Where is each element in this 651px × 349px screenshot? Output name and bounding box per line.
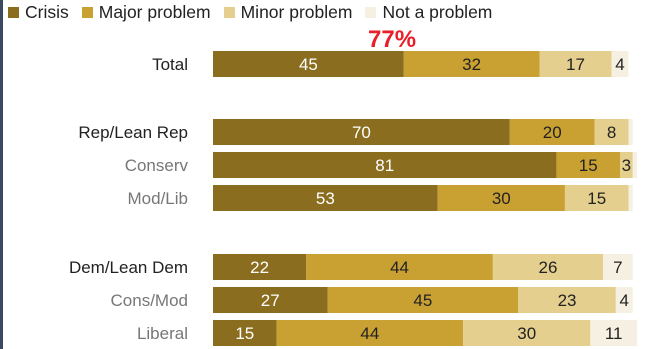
- legend-swatch-major: [81, 7, 93, 18]
- bar-dem-lean-dem-crisis: [213, 254, 307, 280]
- legend-item-major: Major problem: [81, 2, 211, 23]
- legend-label-not: Not a problem: [382, 2, 493, 22]
- bar-mod-lib-not-a-problem: [628, 185, 633, 211]
- row-label-dem-lean-dem: Dem/Lean Dem: [69, 258, 188, 277]
- highlight-annotation: 77%: [368, 26, 417, 53]
- bar-conserv-minor-problem: [620, 152, 633, 178]
- legend-swatch-minor: [223, 7, 235, 18]
- row-label-conserv: Conserv: [125, 156, 189, 175]
- bar-liberal-not-a-problem: [590, 320, 637, 346]
- value-label-conserv-major-problem: 15: [579, 156, 598, 175]
- bar-cons-mod-major-problem: [327, 287, 519, 313]
- legend-swatch-not: [365, 7, 377, 18]
- value-label-mod-lib-minor-problem: 15: [587, 189, 606, 208]
- bar-rep-lean-rep-crisis: [213, 119, 510, 145]
- bar-rep-lean-rep-minor-problem: [594, 119, 629, 145]
- value-label-mod-lib-major-problem: 30: [492, 189, 511, 208]
- legend: Crisis Major problem Minor problem Not a…: [8, 2, 505, 23]
- value-label-total-not-a-problem: 4: [615, 55, 624, 74]
- value-label-conserv-minor-problem: 3: [622, 156, 631, 175]
- value-label-rep-lean-rep-major-problem: 20: [543, 123, 562, 142]
- bar-cons-mod-not-a-problem: [615, 287, 633, 313]
- value-label-cons-mod-major-problem: 45: [413, 291, 432, 310]
- bar-dem-lean-dem-major-problem: [306, 254, 493, 280]
- value-label-cons-mod-crisis: 27: [261, 291, 280, 310]
- value-label-liberal-crisis: 15: [235, 324, 254, 343]
- value-label-dem-lean-dem-major-problem: 44: [390, 258, 409, 277]
- value-label-total-crisis: 45: [299, 55, 318, 74]
- legend-item-crisis: Crisis: [8, 2, 69, 23]
- value-label-cons-mod-minor-problem: 23: [558, 291, 577, 310]
- row-label-total: Total: [152, 55, 188, 74]
- bar-total-major-problem: [403, 51, 540, 77]
- value-label-rep-lean-rep-crisis: 70: [352, 123, 371, 142]
- value-label-dem-lean-dem-crisis: 22: [250, 258, 269, 277]
- bar-total-crisis: [213, 51, 404, 77]
- bar-cons-mod-minor-problem: [518, 287, 616, 313]
- value-label-mod-lib-crisis: 53: [316, 189, 335, 208]
- value-label-dem-lean-dem-not-a-problem: 7: [613, 258, 622, 277]
- bar-rep-lean-rep-not-a-problem: [628, 119, 633, 145]
- row-label-liberal: Liberal: [137, 324, 188, 343]
- value-label-liberal-not-a-problem: 11: [605, 324, 623, 343]
- value-label-rep-lean-rep-minor-problem: 8: [607, 123, 616, 142]
- value-label-cons-mod-not-a-problem: 4: [620, 291, 629, 310]
- frame-left-border: [0, 0, 3, 349]
- legend-swatch-crisis: [8, 7, 19, 18]
- bar-conserv-major-problem: [556, 152, 621, 178]
- row-label-cons-mod: Cons/Mod: [111, 291, 188, 310]
- value-label-liberal-major-problem: 44: [360, 324, 379, 343]
- value-label-conserv-crisis: 81: [375, 156, 394, 175]
- bar-mod-lib-minor-problem: [564, 185, 629, 211]
- bar-liberal-major-problem: [276, 320, 464, 346]
- bar-liberal-minor-problem: [463, 320, 591, 346]
- legend-item-minor: Minor problem: [223, 2, 353, 23]
- bar-conserv-not-a-problem: [632, 152, 637, 178]
- bar-total-minor-problem: [539, 51, 612, 77]
- value-label-dem-lean-dem-minor-problem: 26: [538, 258, 557, 277]
- bar-dem-lean-dem-minor-problem: [492, 254, 604, 280]
- bar-dem-lean-dem-not-a-problem: [603, 254, 633, 280]
- row-label-mod-lib: Mod/Lib: [128, 189, 188, 208]
- bar-mod-lib-crisis: [213, 185, 438, 211]
- legend-label-minor: Minor problem: [240, 2, 353, 22]
- row-label-rep-lean-rep: Rep/Lean Rep: [78, 123, 188, 142]
- bar-rep-lean-rep-major-problem: [509, 119, 595, 145]
- bar-cons-mod-crisis: [213, 287, 328, 313]
- value-label-total-major-problem: 32: [462, 55, 481, 74]
- legend-item-not: Not a problem: [365, 2, 492, 23]
- value-label-liberal-minor-problem: 30: [517, 324, 536, 343]
- legend-label-major: Major problem: [98, 2, 211, 22]
- legend-label-crisis: Crisis: [25, 2, 69, 22]
- bar-mod-lib-major-problem: [437, 185, 565, 211]
- bar-total-not-a-problem: [611, 51, 629, 77]
- bar-liberal-crisis: [213, 320, 277, 346]
- bar-conserv-crisis: [213, 152, 557, 178]
- value-label-total-minor-problem: 17: [566, 55, 585, 74]
